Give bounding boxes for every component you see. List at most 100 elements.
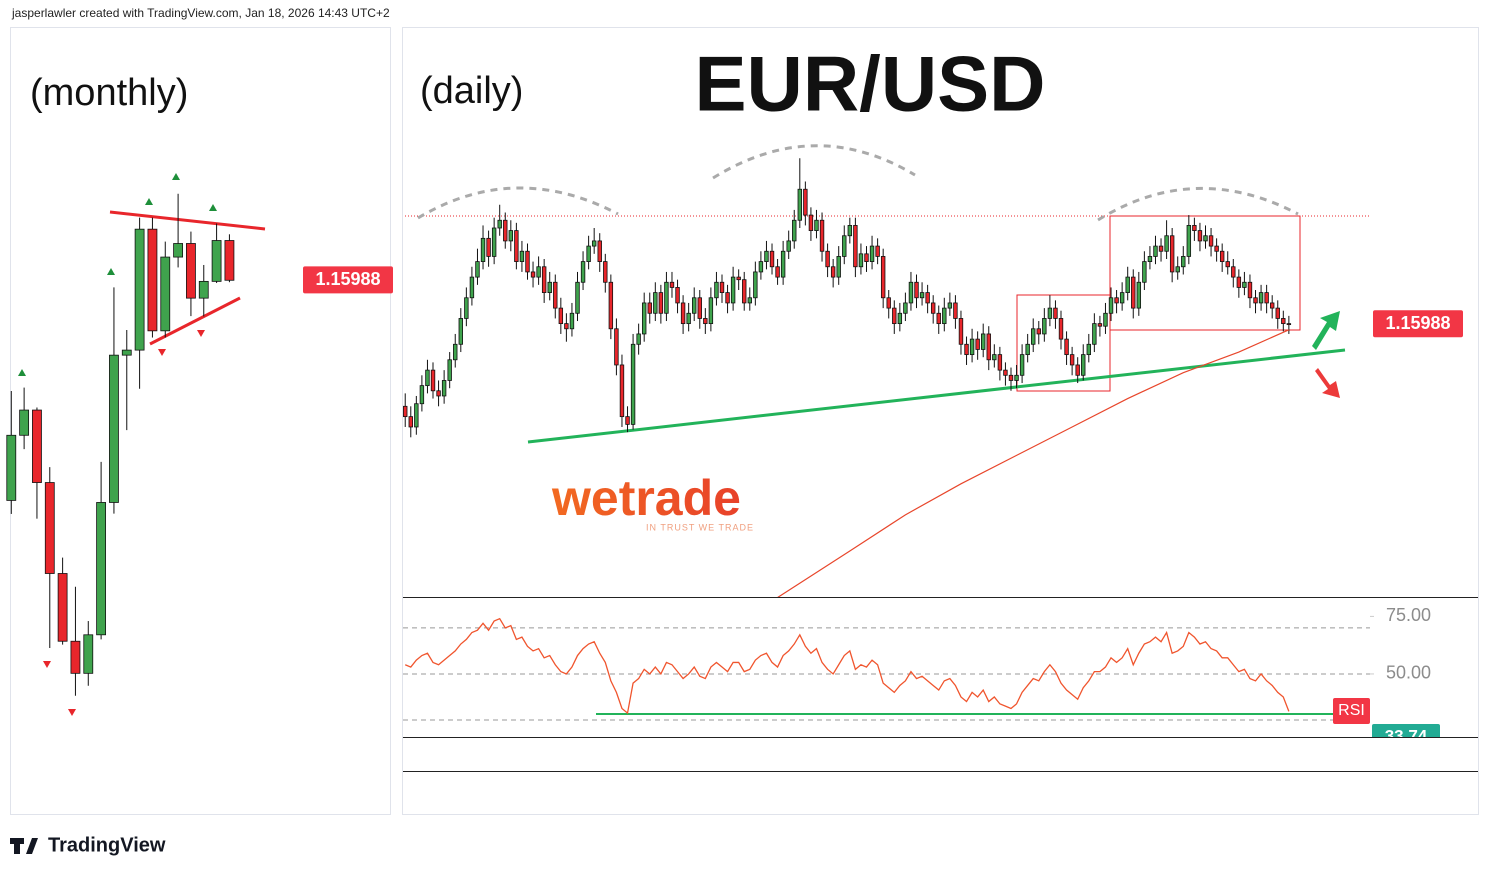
candle-body (1275, 307, 1280, 319)
candle-body (430, 369, 436, 392)
candle-body (514, 230, 519, 262)
candle-body (692, 297, 697, 314)
candle-body (1014, 374, 1019, 381)
candle-body (458, 318, 463, 345)
candle-body (486, 237, 491, 257)
candle-body (224, 240, 235, 281)
candle-body (981, 333, 986, 350)
candle-body (1225, 261, 1230, 268)
candle-body (475, 261, 480, 278)
candle-body (780, 250, 786, 278)
price-box (1373, 310, 1463, 338)
candle-body (930, 302, 936, 314)
candle-body (969, 338, 975, 356)
rsi-value-bg (1372, 724, 1440, 737)
candle-body (1008, 374, 1014, 381)
candle-body (109, 354, 119, 503)
candle-body (19, 409, 30, 436)
candle-body (942, 307, 947, 325)
candle-body (1108, 297, 1114, 314)
candle-body (603, 261, 608, 283)
candle-body (636, 333, 641, 345)
candle-body (1064, 338, 1069, 356)
candle-body (664, 281, 669, 314)
candle-body (408, 416, 413, 428)
watermark-tagline: IN TRUST WE TRADE (646, 522, 754, 532)
candle-body (147, 228, 158, 332)
candle-body (503, 219, 508, 242)
candle-body (703, 318, 708, 325)
candle-body (892, 307, 897, 325)
candle-body (897, 312, 903, 325)
range-box (1016, 294, 1111, 392)
candle-body (1219, 250, 1225, 262)
candle-body (530, 271, 536, 278)
candle-body (558, 307, 564, 325)
candle-body (57, 573, 68, 642)
candle-body (1253, 297, 1258, 304)
candle-body (536, 266, 541, 278)
candle-body (997, 354, 1003, 371)
candle-body (1231, 266, 1236, 278)
candle-body (725, 292, 730, 304)
rsi-name: RSI (1338, 702, 1365, 719)
credit: jasperlawler created with TradingView.co… (11, 6, 390, 20)
candle-body (469, 276, 475, 299)
candle-body (803, 188, 808, 216)
candle-body (853, 225, 858, 268)
candle-body (1242, 281, 1247, 288)
candle-body (569, 312, 575, 330)
candle-body (1269, 302, 1275, 309)
candle-body (714, 281, 719, 299)
candle-body (619, 364, 625, 418)
candle-body (797, 188, 803, 221)
candle-body (919, 292, 925, 299)
candle-body (44, 482, 55, 574)
candle-body (425, 369, 430, 387)
candle-body (1147, 256, 1153, 262)
candle-body (1153, 245, 1158, 257)
candle-body (1203, 235, 1208, 242)
candle-body (580, 261, 586, 283)
candle-body (1019, 354, 1025, 376)
candle-body (414, 403, 419, 428)
candle-body (1081, 354, 1086, 376)
candle-body (211, 240, 222, 282)
candle-body (121, 349, 132, 356)
candle-body (1036, 328, 1041, 335)
candle-body (1158, 245, 1164, 252)
up-arrow (1312, 311, 1340, 350)
candle-body (1097, 323, 1103, 327)
candle-body (1175, 266, 1180, 273)
candle-body (641, 302, 647, 335)
chart-title: EUR/USD (694, 40, 1045, 128)
candle-body (160, 256, 171, 332)
daily-panel (402, 27, 1479, 815)
footer-logo: TradingView (48, 834, 166, 856)
marks (6, 158, 1292, 715)
candle-body (1125, 276, 1130, 294)
candle-body (653, 292, 658, 314)
rsi-line (404, 617, 1290, 715)
candle-body (1092, 323, 1097, 345)
candle-body (936, 312, 941, 325)
candle-body (1086, 343, 1091, 356)
candle-body (1103, 312, 1108, 327)
labels: 1.15988 1.15988 75.00 50.00 RSI 33.74 (303, 266, 1463, 737)
head-arc (712, 144, 916, 180)
candle-body (1247, 281, 1253, 299)
candle-body (453, 343, 458, 361)
candle-body (1053, 307, 1058, 319)
candle-body (886, 297, 891, 309)
candle-body (947, 302, 953, 309)
candle-body (591, 240, 597, 247)
candle-body (436, 390, 441, 397)
candle-body (1236, 276, 1242, 288)
candle-body (403, 405, 408, 418)
candle-body (880, 256, 886, 299)
candle-body (1214, 245, 1219, 252)
candle-body (630, 343, 636, 425)
candle-body (541, 266, 547, 294)
candle-body (903, 302, 908, 314)
candle-body (808, 214, 814, 231)
